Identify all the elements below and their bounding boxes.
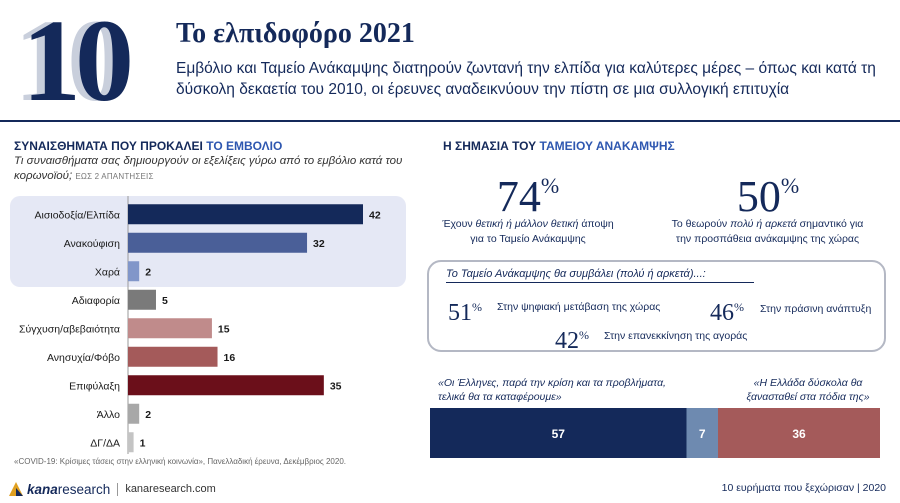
stat-importance-caption: Το θεωρούν πολύ ή αρκετά σημαντικό για τη…	[660, 217, 875, 247]
stack-segment	[718, 408, 880, 458]
contrib-green-value: 46%	[710, 294, 744, 326]
contrib-digital-number: 51	[448, 300, 472, 326]
bar-value-label: 2	[145, 266, 151, 278]
bar-value-label: 5	[162, 295, 168, 307]
category-label: Επιφύλαξη	[69, 380, 120, 392]
right-section-heading: Η ΣΗΜΑΣΙΑ ΤΟΥ ΤΑΜΕΙΟΥ ΑΝΑΚΑΜΨΗΣ	[443, 139, 675, 153]
bar-value-label: 32	[313, 238, 325, 250]
category-label: Χαρά	[95, 266, 120, 278]
bar	[128, 375, 324, 396]
percent-sign: %	[579, 328, 589, 342]
contrib-green-number: 46	[710, 300, 734, 326]
left-heading-main: ΣΥΝΑΙΣΘΗΜΑΤΑ ΠΟΥ ΠΡΟΚΑΛΕΙ	[14, 139, 207, 153]
contrib-market-value: 42%	[555, 322, 589, 354]
survey-question: Τι συναισθήματα σας δημιουργούν οι εξελί…	[14, 154, 414, 184]
stack-segment-label: 7	[699, 427, 706, 441]
category-label: Αισιοδοξία/Ελπίδα	[35, 209, 120, 221]
category-label: ΔΓ/ΔΑ	[90, 437, 120, 449]
survey-question-note: ΕΩΣ 2 ΑΠΑΝΤΗΣΕΙΣ	[75, 172, 154, 181]
caption-text: Έχουν	[442, 218, 476, 230]
kana-logo-icon	[9, 482, 23, 496]
contrib-digital-value: 51%	[448, 294, 482, 326]
contrib-digital-label: Στην ψηφιακή μετάβαση της χώρας	[497, 301, 661, 313]
stack-segment-label: 57	[552, 427, 566, 441]
page-subtitle: Εμβόλιο και Ταμείο Ανάκαμψης διατηρούν ζ…	[176, 60, 876, 98]
contrib-green-label: Στην πράσινη ανάπτυξη	[760, 303, 872, 315]
big-number: 10 10	[14, 2, 164, 120]
caption-text: την προσπάθεια ανάκαμψης της χώρας	[675, 233, 860, 245]
bar-value-label: 35	[330, 380, 342, 392]
caption-text: σημαντικό για	[796, 218, 864, 230]
bar-value-label: 15	[218, 323, 230, 335]
stat-positive-view-caption: Έχουν θετική ή μάλλον θετική άποψη για το…	[418, 217, 638, 247]
footer-site-link[interactable]: kanaresearch.com	[125, 483, 216, 495]
quote-optimistic: «Οι Έλληνες, παρά την κρίση και τα προβλ…	[438, 377, 666, 403]
caption-emphasis: πολύ ή αρκετά	[730, 218, 797, 230]
caption-text: άποψη	[578, 218, 614, 230]
left-section-heading: ΣΥΝΑΙΣΘΗΜΑΤΑ ΠΟΥ ΠΡΟΚΑΛΕΙ ΤΟ ΕΜΒΟΛΙΟ	[14, 139, 282, 153]
bar	[128, 289, 156, 310]
page-title: Το ελπιδοφόρο 2021	[176, 18, 415, 49]
stat-importance-value: 50	[736, 172, 781, 221]
contrib-market-number: 42	[555, 328, 579, 354]
stat-positive-view: 74%	[468, 164, 588, 219]
quote-pessimistic: «Η Ελλάδα δύσκολα θα ξανασταθεί στα πόδι…	[746, 377, 870, 403]
big-number-front: 10	[22, 0, 134, 126]
category-label: Σύγχυση/αβεβαιότητα	[19, 323, 120, 335]
contribution-title: Το Ταμείο Ανάκαμψης θα συμβάλει (πολύ ή …	[446, 268, 706, 280]
footer-brand: kana research kanaresearch.com	[8, 481, 216, 497]
bar-value-label: 42	[369, 209, 381, 221]
footer-separator	[117, 482, 119, 496]
stat-positive-view-value: 74	[496, 172, 541, 221]
category-label: Ανησυχία/Φόβο	[47, 352, 120, 364]
caption-text: Το θεωρούν	[671, 218, 731, 230]
stack-segment	[430, 408, 687, 458]
big-number-shadow: 10	[14, 0, 126, 126]
header-divider	[0, 120, 900, 122]
footer-series-label: 10 ευρήματα που ξεχώρισαν | 2020	[721, 482, 886, 494]
stack-segment-label: 36	[792, 427, 806, 441]
bar	[128, 346, 218, 367]
percent-sign: %	[472, 300, 482, 314]
contribution-title-underline	[446, 282, 754, 283]
bar-value-label: 1	[140, 437, 146, 449]
contrib-market-label: Στην επανεκκίνηση της αγοράς	[604, 330, 748, 342]
bar	[128, 403, 140, 424]
left-heading-accent: ΤΟ ΕΜΒΟΛΙΟ	[206, 139, 283, 153]
percent-sign: %	[540, 173, 560, 198]
brand-research: research	[57, 481, 111, 497]
bar	[128, 204, 363, 225]
brand-kana: kana	[27, 481, 58, 497]
source-footnote: «COVID-19: Κρίσιμες τάσεις στην ελληνική…	[14, 457, 346, 466]
bar	[128, 432, 134, 453]
category-label: Ανακούφιση	[64, 238, 120, 250]
optimism-stacked-bar: 57 7 36	[430, 408, 880, 458]
contribution-box	[427, 260, 886, 352]
emotions-bar-chart: Αισιοδοξία/Ελπίδα 42 Ανακούφιση 32 Χαρά 2 Αδια…	[19, 196, 381, 454]
stack-segment	[686, 408, 718, 458]
percent-sign: %	[734, 300, 744, 314]
bar-value-label: 16	[224, 352, 236, 364]
bar	[128, 318, 212, 339]
percent-sign: %	[780, 173, 800, 198]
stat-importance: 50%	[708, 164, 828, 219]
category-label: Άλλο	[97, 409, 120, 421]
right-heading-main: Η ΣΗΜΑΣΙΑ ΤΟΥ	[443, 139, 540, 153]
bar-value-label: 2	[145, 409, 151, 421]
survey-question-text: Τι συναισθήματα σας δημιουργούν οι εξελί…	[14, 155, 403, 182]
caption-text: για το Ταμείο Ανάκαμψης	[470, 233, 586, 245]
right-heading-accent: ΤΑΜΕΙΟΥ ΑΝΑΚΑΜΨΗΣ	[539, 139, 675, 153]
category-label: Αδιαφορία	[72, 295, 120, 307]
caption-emphasis: θετική ή μάλλον θετική	[475, 218, 579, 230]
bar	[128, 232, 308, 253]
bar	[128, 261, 140, 282]
